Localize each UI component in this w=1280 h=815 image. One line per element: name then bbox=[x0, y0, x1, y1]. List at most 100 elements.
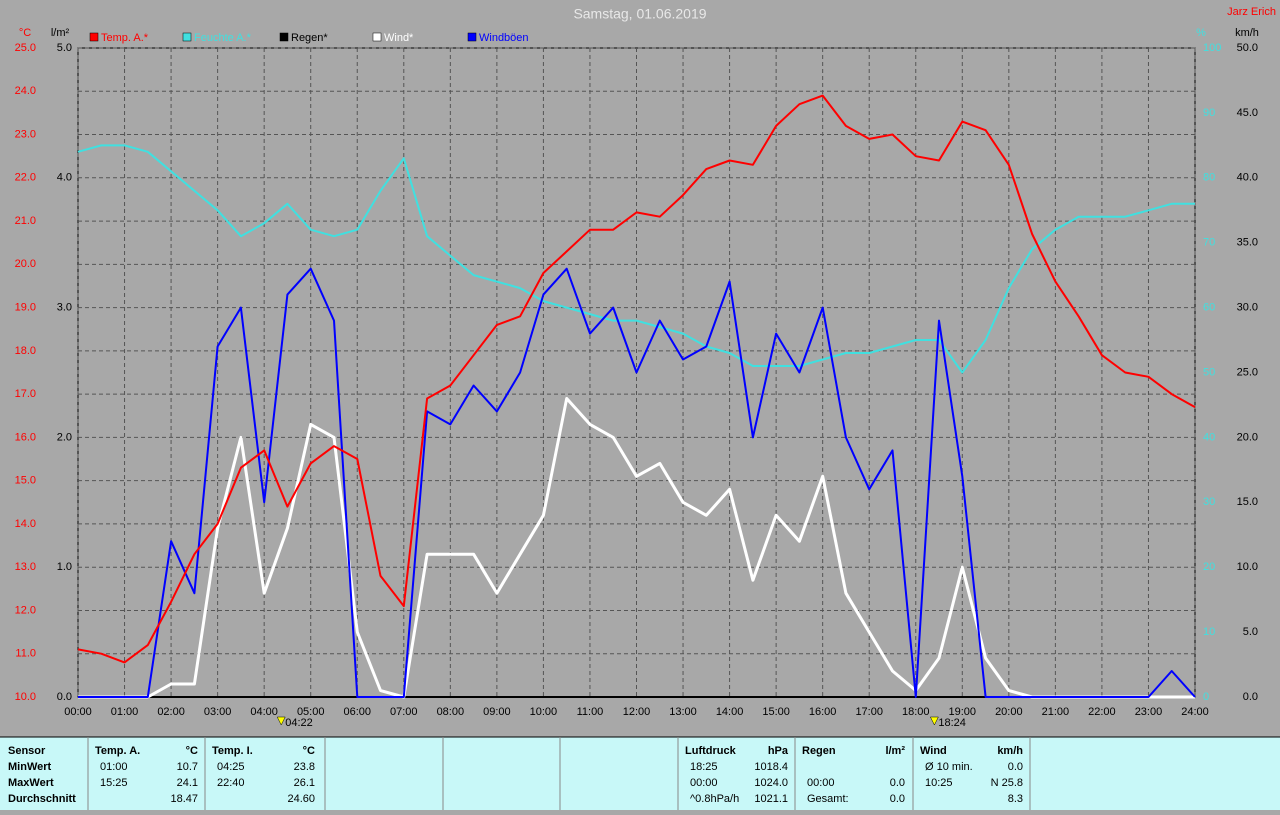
y3-tick-label: 90 bbox=[1203, 107, 1215, 119]
stat-time: 04:25 bbox=[217, 761, 245, 773]
x-tick-label: 07:00 bbox=[390, 706, 418, 718]
y2-tick-label: 0.0 bbox=[57, 691, 72, 703]
legend-label: Temp. A.* bbox=[101, 32, 149, 44]
group-unit: °C bbox=[186, 745, 198, 757]
marker bbox=[929, 716, 939, 726]
stat-time: 18:25 bbox=[690, 761, 718, 773]
group-name: Regen bbox=[802, 745, 836, 757]
series-line bbox=[78, 267, 1196, 698]
y4-tick-label: 15.0 bbox=[1237, 496, 1258, 508]
y-tick-label: 25.0 bbox=[15, 42, 36, 54]
y2-axis-unit: l/m² bbox=[51, 27, 70, 39]
series-line bbox=[77, 94, 1196, 664]
y2-tick-label: 3.0 bbox=[57, 302, 72, 314]
series-line bbox=[78, 397, 1195, 699]
x-tick-label: 16:00 bbox=[809, 706, 837, 718]
x-tick-label: 11:00 bbox=[577, 706, 604, 718]
stat-value: 18.47 bbox=[170, 793, 198, 805]
stat-time: 00:00 bbox=[807, 777, 835, 789]
stat-value: 10.7 bbox=[177, 761, 198, 773]
stat-value: N 25.8 bbox=[991, 777, 1023, 789]
legend-label: Windböen bbox=[479, 32, 529, 44]
y2-tick-label: 2.0 bbox=[57, 431, 72, 443]
y4-tick-label: 20.0 bbox=[1237, 431, 1258, 443]
stat-value: 1024.0 bbox=[754, 777, 788, 789]
y4-tick-label: 0.0 bbox=[1243, 691, 1258, 703]
marker-label: 18:24 bbox=[938, 717, 966, 729]
y4-tick-label: 45.0 bbox=[1237, 107, 1258, 119]
marker bbox=[276, 716, 286, 726]
group-name: Luftdruck bbox=[685, 745, 737, 757]
y-tick-label: 20.0 bbox=[15, 258, 36, 270]
x-tick-label: 17:00 bbox=[855, 706, 883, 718]
stat-value: 1021.1 bbox=[754, 793, 788, 805]
group-unit: hPa bbox=[768, 745, 789, 757]
x-tick-label: 06:00 bbox=[343, 706, 371, 718]
y4-tick-label: 25.0 bbox=[1237, 366, 1258, 378]
y3-tick-label: 60 bbox=[1203, 302, 1215, 314]
x-tick-label: 00:00 bbox=[64, 706, 92, 718]
y-tick-label: 14.0 bbox=[15, 518, 36, 530]
y4-tick-label: 30.0 bbox=[1237, 302, 1258, 314]
y3-tick-label: 40 bbox=[1203, 431, 1215, 443]
y-axis-unit: °C bbox=[19, 27, 31, 39]
y-tick-label: 22.0 bbox=[15, 172, 36, 184]
x-tick-label: 22:00 bbox=[1088, 706, 1116, 718]
stat-time: 15:25 bbox=[100, 777, 128, 789]
y-tick-label: 23.0 bbox=[15, 128, 36, 140]
y-tick-label: 21.0 bbox=[15, 215, 36, 227]
group-name: Temp. I. bbox=[212, 745, 253, 757]
x-tick-label: 08:00 bbox=[437, 706, 465, 718]
x-tick-label: 23:00 bbox=[1135, 706, 1163, 718]
y-tick-label: 18.0 bbox=[15, 345, 36, 357]
y3-tick-label: 0 bbox=[1203, 691, 1209, 703]
y4-axis-unit: km/h bbox=[1235, 27, 1259, 39]
y-tick-label: 16.0 bbox=[15, 431, 36, 443]
legend-label: Regen* bbox=[291, 32, 328, 44]
y3-tick-label: 70 bbox=[1203, 237, 1215, 249]
x-tick-label: 13:00 bbox=[669, 706, 697, 718]
row-label: Sensor bbox=[8, 745, 46, 757]
y3-tick-label: 20 bbox=[1203, 561, 1215, 573]
x-tick-label: 15:00 bbox=[762, 706, 790, 718]
x-tick-label: 05:00 bbox=[297, 706, 325, 718]
x-tick-label: 14:00 bbox=[716, 706, 744, 718]
stat-value: 0.0 bbox=[890, 793, 905, 805]
y4-tick-label: 35.0 bbox=[1237, 237, 1258, 249]
row-label: MaxWert bbox=[8, 777, 54, 789]
row-label: Durchschnitt bbox=[8, 793, 76, 805]
stat-time: 01:00 bbox=[100, 761, 128, 773]
chart-title: Samstag, 01.06.2019 bbox=[573, 6, 706, 22]
stat-value: 26.1 bbox=[294, 777, 315, 789]
y2-tick-label: 1.0 bbox=[57, 561, 72, 573]
stat-value: 1018.4 bbox=[754, 761, 788, 773]
y3-tick-label: 80 bbox=[1203, 172, 1215, 184]
author: Jarz Erich bbox=[1227, 6, 1276, 18]
stat-value: 24.60 bbox=[287, 793, 315, 805]
x-tick-label: 19:00 bbox=[949, 706, 977, 718]
x-tick-label: 12:00 bbox=[623, 706, 651, 718]
stats-panel bbox=[0, 737, 1280, 810]
y4-tick-label: 50.0 bbox=[1237, 42, 1258, 54]
stat-value: 23.8 bbox=[294, 761, 315, 773]
x-tick-label: 21:00 bbox=[1042, 706, 1070, 718]
group-unit: °C bbox=[303, 745, 315, 757]
y-tick-label: 12.0 bbox=[15, 604, 36, 616]
y-tick-label: 24.0 bbox=[15, 85, 36, 97]
y2-tick-label: 4.0 bbox=[57, 172, 72, 184]
group-name: Temp. A. bbox=[95, 745, 140, 757]
stat-value: 0.0 bbox=[890, 777, 905, 789]
legend-swatch bbox=[279, 32, 289, 42]
legend-swatch bbox=[372, 32, 382, 42]
y-tick-label: 11.0 bbox=[15, 648, 36, 660]
legend-swatch bbox=[89, 32, 99, 42]
x-tick-label: 24:00 bbox=[1181, 706, 1209, 718]
x-tick-label: 03:00 bbox=[204, 706, 232, 718]
y-tick-label: 13.0 bbox=[15, 561, 36, 573]
x-tick-label: 20:00 bbox=[995, 706, 1023, 718]
row-label: MinWert bbox=[8, 761, 52, 773]
group-unit: l/m² bbox=[885, 745, 905, 757]
x-tick-label: 02:00 bbox=[157, 706, 185, 718]
stat-value: 8.3 bbox=[1008, 793, 1023, 805]
y4-tick-label: 10.0 bbox=[1237, 561, 1258, 573]
